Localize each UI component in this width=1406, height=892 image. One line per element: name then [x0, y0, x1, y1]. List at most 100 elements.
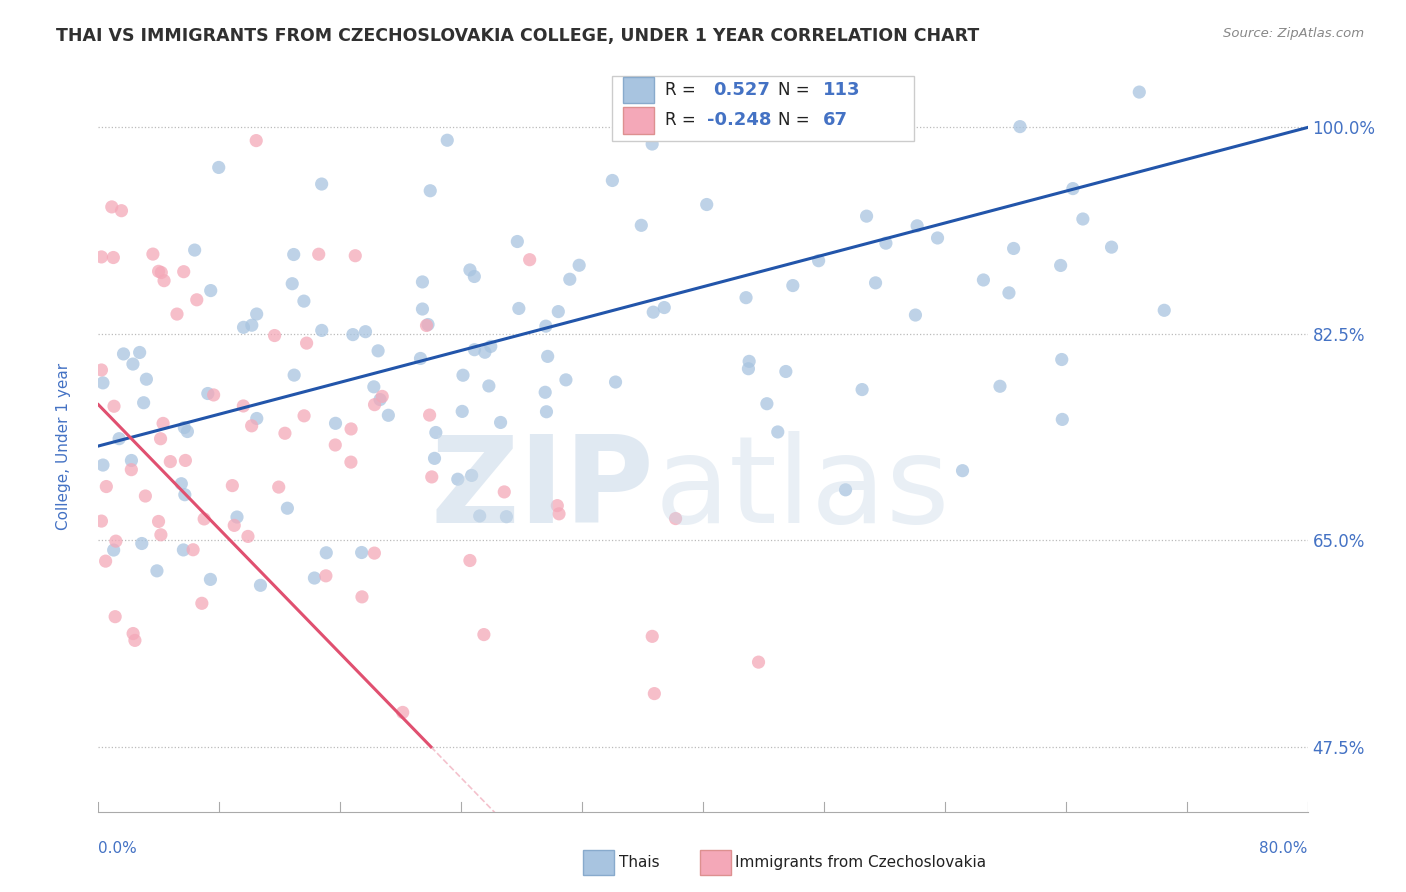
Point — [555, 373, 578, 387]
Point — [696, 197, 718, 211]
Point — [419, 408, 441, 422]
Point — [166, 307, 188, 321]
Point — [458, 553, 481, 567]
Point — [737, 361, 759, 376]
Text: N =: N = — [778, 81, 814, 99]
Point — [200, 284, 222, 298]
Point — [367, 343, 389, 358]
Point — [120, 463, 142, 477]
Point — [108, 432, 131, 446]
Point — [101, 200, 124, 214]
Point — [451, 368, 474, 383]
Point — [200, 573, 222, 587]
Point — [416, 318, 439, 332]
Text: R =: R = — [665, 81, 702, 99]
Point — [276, 501, 298, 516]
Point — [436, 133, 458, 147]
Point — [232, 399, 254, 413]
Point — [1062, 181, 1084, 195]
Point — [340, 455, 363, 469]
Point — [419, 184, 441, 198]
Point — [363, 546, 385, 560]
Point — [112, 347, 135, 361]
Point — [643, 687, 665, 701]
Point — [468, 508, 491, 523]
Point — [90, 514, 112, 528]
Point — [1052, 412, 1074, 426]
Point — [315, 546, 337, 560]
Point — [311, 177, 333, 191]
Text: R =: R = — [665, 112, 702, 129]
Point — [875, 236, 897, 251]
Point — [183, 243, 205, 257]
Point — [363, 398, 385, 412]
Point — [451, 404, 474, 418]
Point — [181, 542, 204, 557]
Point — [952, 464, 974, 478]
Point — [988, 379, 1011, 393]
Text: 80.0%: 80.0% — [1260, 841, 1308, 856]
Point — [602, 173, 624, 187]
Point — [855, 209, 877, 223]
Point — [905, 219, 928, 233]
Point — [267, 480, 290, 494]
Point — [170, 476, 193, 491]
Point — [308, 247, 330, 261]
Text: THAI VS IMMIGRANTS FROM CZECHOSLOVAKIA COLLEGE, UNDER 1 YEAR CORRELATION CHART: THAI VS IMMIGRANTS FROM CZECHOSLOVAKIA C… — [56, 27, 980, 45]
Text: N =: N = — [778, 112, 814, 129]
Point — [120, 453, 142, 467]
Point — [425, 425, 447, 440]
Point — [91, 376, 114, 390]
Point — [263, 328, 285, 343]
Text: ZIP: ZIP — [430, 432, 655, 549]
Point — [283, 368, 305, 383]
Point — [766, 425, 789, 439]
Point — [110, 203, 132, 218]
Point — [472, 627, 495, 641]
Point — [240, 418, 263, 433]
Point — [998, 285, 1021, 300]
Point — [363, 380, 385, 394]
Point — [193, 512, 215, 526]
Point — [558, 272, 581, 286]
Point — [415, 318, 437, 333]
Point — [128, 345, 150, 359]
Point — [295, 336, 318, 351]
Point — [304, 571, 326, 585]
Point — [534, 385, 557, 400]
Point — [508, 301, 530, 316]
Point — [605, 375, 627, 389]
Point — [146, 564, 169, 578]
Point — [350, 545, 373, 559]
Point — [323, 438, 346, 452]
Point — [173, 488, 195, 502]
Point — [90, 363, 112, 377]
Point — [342, 327, 364, 342]
Point — [519, 252, 541, 267]
Point — [91, 458, 114, 472]
Point — [174, 453, 197, 467]
Point — [94, 554, 117, 568]
Point — [547, 304, 569, 318]
Point — [377, 409, 399, 423]
Point — [292, 409, 315, 423]
Point — [479, 339, 502, 353]
Point — [173, 265, 195, 279]
Point — [1071, 212, 1094, 227]
Point — [391, 706, 413, 720]
Point — [1002, 242, 1025, 256]
Point — [460, 468, 482, 483]
Point — [1008, 120, 1031, 134]
Point — [423, 451, 446, 466]
Point — [972, 273, 994, 287]
Point — [630, 219, 652, 233]
Point — [478, 379, 501, 393]
Point — [1153, 303, 1175, 318]
Point — [735, 291, 758, 305]
Point — [152, 417, 174, 431]
Point — [232, 320, 254, 334]
Point — [474, 345, 496, 359]
Point — [226, 510, 249, 524]
Text: -0.248: -0.248 — [707, 112, 772, 129]
Point — [340, 422, 363, 436]
